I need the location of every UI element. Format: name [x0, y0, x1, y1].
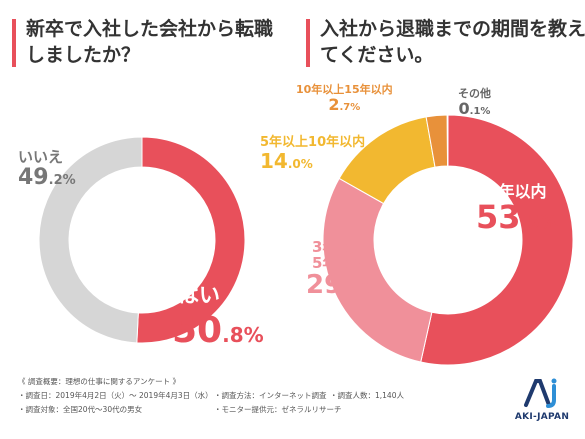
logo-mark-icon — [524, 378, 557, 408]
c2-slice-0 — [420, 114, 574, 366]
label-3to5y-dec: .7% — [342, 278, 374, 297]
label-3y-int: 53 — [476, 197, 521, 236]
label-5to10y-dec: .0% — [287, 157, 313, 172]
label-yes-dec: .8% — [222, 323, 264, 347]
label-other-dec: .1% — [469, 106, 491, 118]
label-5to10y-int: 14 — [260, 149, 288, 174]
label-3y-dec: .5% — [520, 211, 558, 233]
label-yes-int: 50 — [172, 310, 223, 351]
label-3y: 3年以内 53.5% — [476, 182, 558, 236]
label-yes-value: 50.8% — [172, 310, 264, 351]
survey-provider: ・モニター提供元：ゼネラルリサーチ — [214, 405, 342, 414]
label-yes: はい — [178, 284, 220, 306]
survey-count: ・調査人数：1,140人 — [330, 391, 404, 400]
label-10to15y: 10年以上15年以内 2.7% — [296, 83, 393, 115]
label-10to15y-dec: .7% — [339, 102, 361, 114]
label-no-int: 49 — [18, 164, 49, 190]
label-3to5y-line1: 3年以上 — [311, 238, 368, 256]
c2-slice-4 — [446, 114, 449, 167]
label-10to15y-int: 2 — [328, 95, 340, 115]
question-1-title: 新卒で入社した会社から転職しましたか？ — [12, 16, 286, 68]
label-5to10y: 5年以上10年以内 14.0% — [260, 135, 366, 174]
label-other-name: その他 — [458, 87, 491, 100]
c2-slice-1 — [322, 177, 433, 363]
logo-text: AKI-JAPAN — [514, 412, 570, 422]
survey-date: ・調査日：2019年4月2日（火）～ 2019年4月3日（水） — [18, 391, 213, 400]
c1-slice-0 — [136, 136, 246, 344]
label-3to5y-line2: 5年以内 — [311, 253, 368, 272]
label-10to15y-name: 10年以上15年以内 — [296, 83, 393, 96]
label-3y-name: 3年以内 — [487, 182, 547, 201]
label-no: いいえ 49.2% — [18, 148, 76, 190]
label-no-dec: .2% — [48, 172, 76, 188]
label-3to5y-int: 29 — [306, 269, 343, 300]
survey-method: ・調査方法：インターネット調査 — [214, 391, 327, 400]
label-5to10y-name: 5年以上10年以内 — [260, 135, 366, 150]
c1-slice-1 — [38, 136, 143, 344]
label-yes-name: はい — [178, 283, 220, 307]
label-other: その他 0.1% — [458, 87, 491, 119]
survey-target: ・調査対象：全国20代～30代の男女 — [18, 405, 143, 414]
label-no-name: いいえ — [18, 148, 64, 166]
aki-japan-logo: AKI-JAPAN — [512, 378, 572, 422]
label-3to5y: 3年以上 5年以内 29.7% — [306, 238, 374, 300]
survey-overview: 《 調査概要：理想の仕事に関するアンケート 》 — [18, 377, 180, 386]
question-2-title: 入社から退職までの期間を教えてください。 — [306, 16, 585, 68]
label-other-int: 0 — [458, 99, 470, 119]
